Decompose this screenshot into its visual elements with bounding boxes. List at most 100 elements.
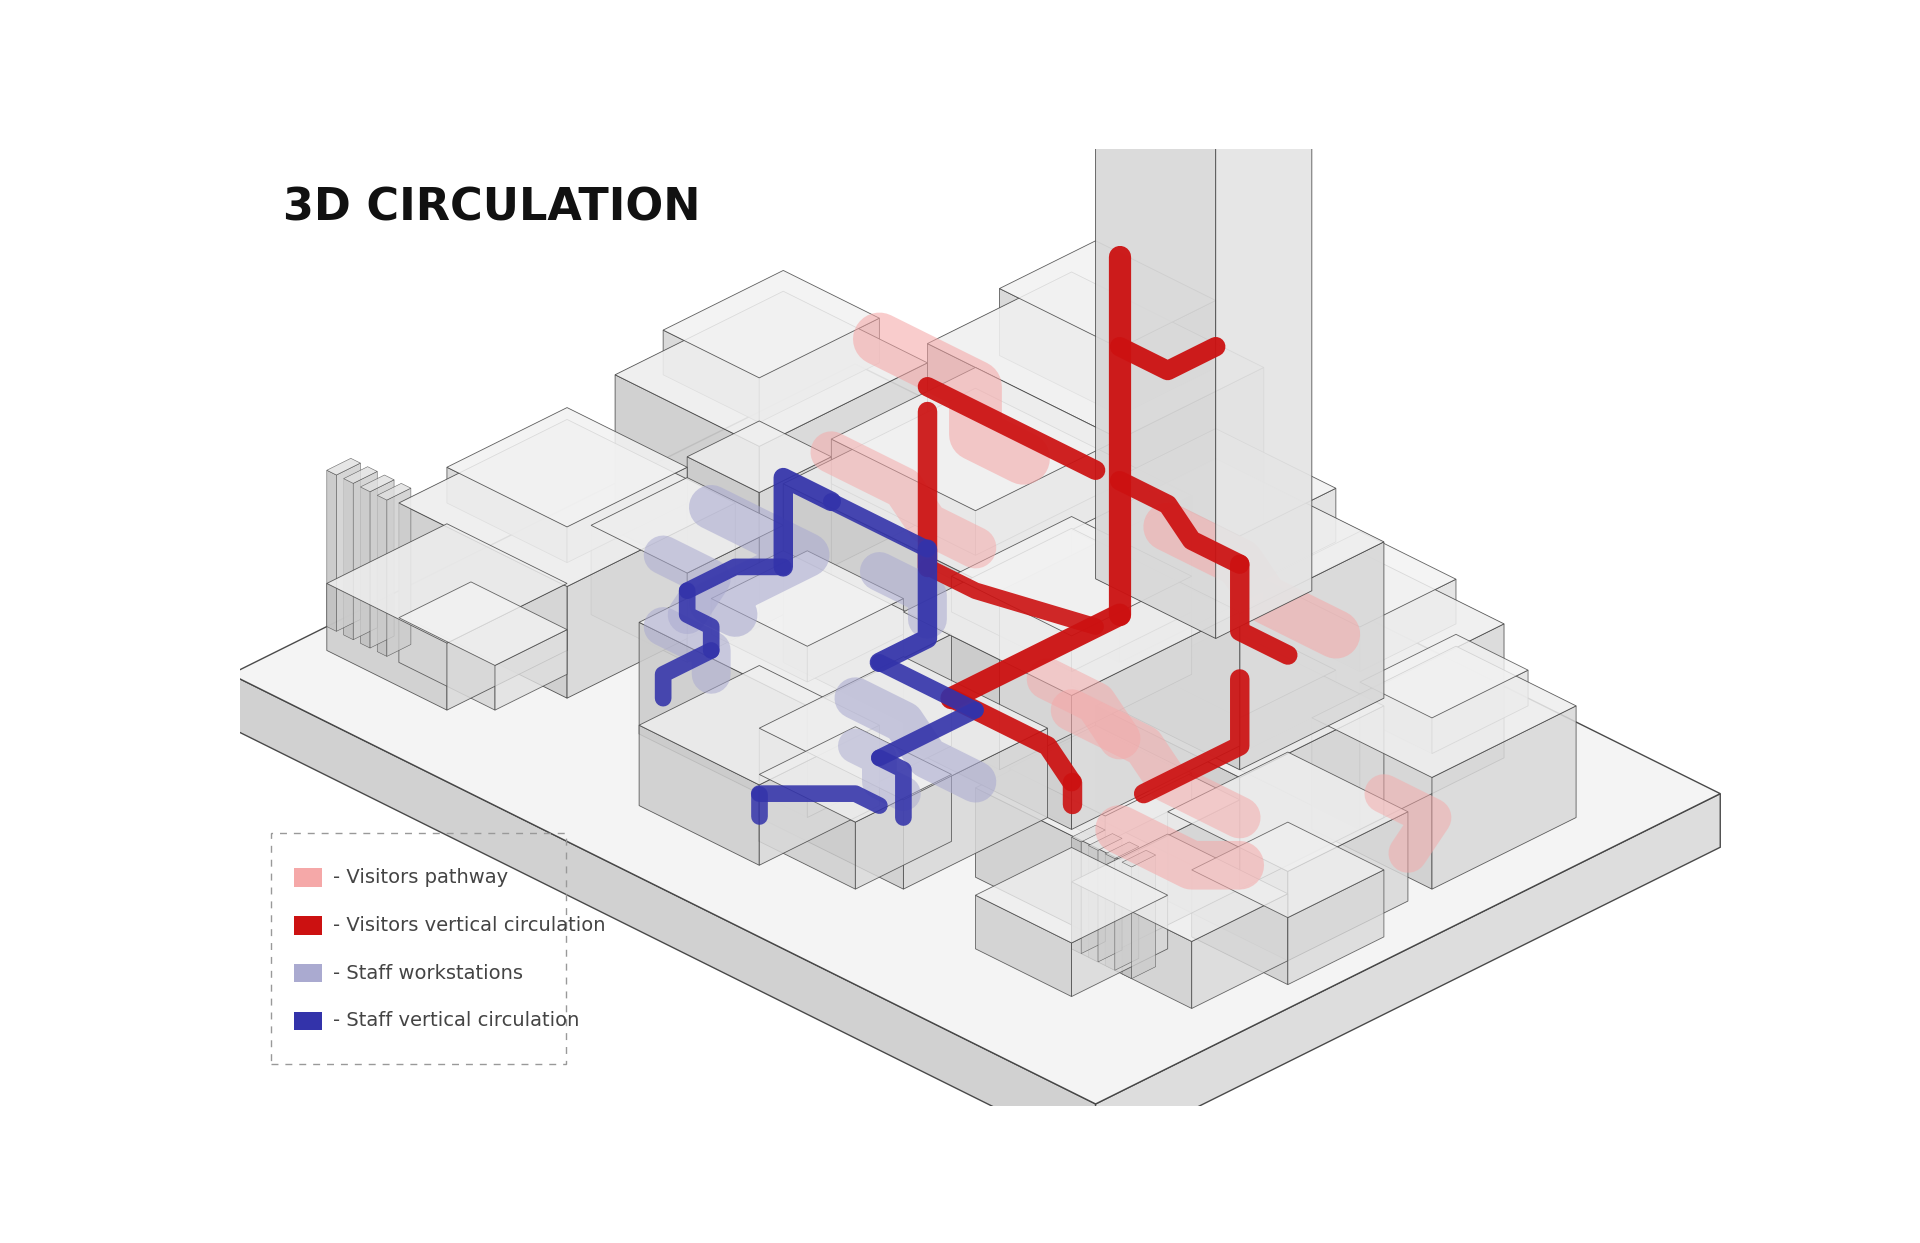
Polygon shape [1311,717,1432,889]
Polygon shape [1263,532,1455,626]
Polygon shape [1144,623,1336,718]
Polygon shape [1071,834,1288,941]
Polygon shape [1106,854,1116,971]
Polygon shape [758,363,927,603]
Polygon shape [1119,368,1263,663]
Polygon shape [371,480,394,648]
Polygon shape [614,375,758,603]
Polygon shape [952,577,1071,671]
Polygon shape [1240,706,1384,889]
Polygon shape [687,421,831,492]
Polygon shape [1121,850,1156,868]
Text: - Visitors pathway: - Visitors pathway [332,868,509,888]
Text: 3D CIRCULATION: 3D CIRCULATION [282,186,701,229]
Polygon shape [1131,855,1156,978]
Polygon shape [495,630,566,710]
Polygon shape [1215,624,1359,829]
Polygon shape [353,471,376,640]
Polygon shape [591,477,783,573]
Polygon shape [1071,612,1240,829]
Polygon shape [927,343,1119,663]
Polygon shape [1167,752,1407,871]
Polygon shape [758,318,879,423]
Polygon shape [854,774,952,889]
Polygon shape [1089,845,1098,962]
Polygon shape [639,551,952,706]
Polygon shape [1192,870,1288,984]
Polygon shape [639,665,879,784]
Polygon shape [1010,768,1106,843]
Polygon shape [336,464,361,631]
Text: - Visitors vertical circulation: - Visitors vertical circulation [332,916,605,935]
Polygon shape [662,271,879,378]
Polygon shape [639,725,758,865]
Polygon shape [386,488,411,656]
Polygon shape [326,470,336,631]
Polygon shape [1167,812,1288,961]
Polygon shape [1192,822,1384,917]
Polygon shape [1081,830,1106,953]
Bar [294,869,323,886]
Polygon shape [344,466,376,484]
Polygon shape [1071,837,1081,953]
Polygon shape [1288,812,1407,961]
Polygon shape [1119,19,1288,102]
Polygon shape [1432,670,1528,753]
Polygon shape [1288,870,1384,984]
Polygon shape [1192,894,1288,1008]
Polygon shape [806,634,952,818]
Polygon shape [1000,288,1119,415]
Polygon shape [1096,87,1215,639]
Polygon shape [230,674,1096,1157]
Polygon shape [566,467,687,563]
Polygon shape [904,612,1071,829]
Polygon shape [1071,881,1192,1008]
Polygon shape [566,503,735,699]
Polygon shape [783,484,1000,769]
Polygon shape [1098,838,1121,962]
Polygon shape [1359,579,1455,671]
Polygon shape [1096,40,1311,147]
Polygon shape [1116,846,1139,971]
Polygon shape [447,583,566,710]
Polygon shape [710,551,904,646]
Text: - Staff workstations: - Staff workstations [332,963,522,982]
Polygon shape [1119,55,1215,138]
Polygon shape [1000,496,1192,769]
Polygon shape [904,728,1048,889]
Polygon shape [1071,530,1240,769]
Polygon shape [710,599,806,682]
Text: - Staff vertical circulation: - Staff vertical circulation [332,1012,580,1030]
Polygon shape [447,408,687,527]
Polygon shape [927,272,1263,439]
Polygon shape [326,583,447,710]
Polygon shape [1359,682,1432,753]
Polygon shape [975,728,1240,859]
Polygon shape [783,388,1192,592]
Polygon shape [1359,634,1528,718]
Polygon shape [230,364,1720,1104]
Polygon shape [1071,577,1192,671]
Polygon shape [904,528,1240,696]
Polygon shape [831,439,975,556]
Polygon shape [1119,476,1240,589]
Polygon shape [326,523,566,643]
Polygon shape [1240,488,1336,589]
Polygon shape [1119,301,1215,415]
Polygon shape [1240,670,1336,753]
Polygon shape [1215,99,1311,639]
Polygon shape [975,788,1119,948]
Polygon shape [1359,624,1503,829]
Polygon shape [1119,429,1336,536]
Polygon shape [376,495,386,656]
Polygon shape [1144,670,1240,753]
Polygon shape [831,368,1119,511]
Polygon shape [806,599,904,682]
Polygon shape [376,484,411,500]
Polygon shape [758,456,831,626]
Polygon shape [1119,799,1240,948]
Polygon shape [758,727,952,822]
Polygon shape [952,517,1192,636]
Polygon shape [1071,825,1106,842]
Polygon shape [1010,725,1192,815]
